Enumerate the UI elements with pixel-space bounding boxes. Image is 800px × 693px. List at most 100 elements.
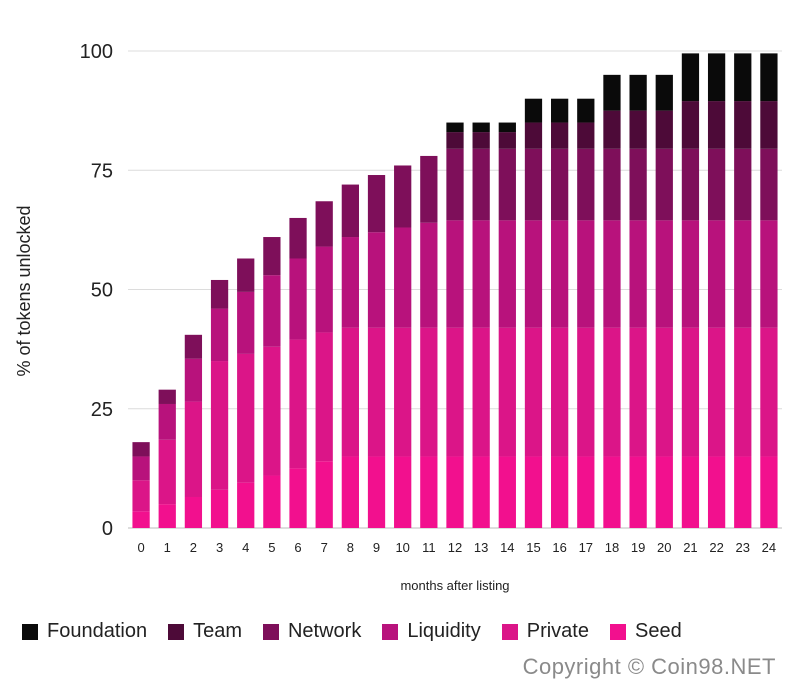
bar-segment-seed — [237, 482, 255, 528]
bar-segment-team — [446, 132, 464, 149]
bar-segment-network — [315, 201, 333, 247]
bar-segment-network — [446, 148, 464, 221]
bar-segment-seed — [446, 456, 464, 528]
x-tick-label: 20 — [657, 540, 671, 555]
bar-segment-private — [184, 401, 203, 497]
bar-segment-foundation — [629, 74, 647, 111]
x-tick-label: 3 — [216, 540, 223, 555]
bar-segment-private — [629, 327, 647, 457]
bar-segment-team — [551, 122, 569, 149]
bar-segment-private — [681, 327, 700, 457]
bar-segment-private — [158, 439, 176, 505]
x-tick-label: 12 — [448, 540, 462, 555]
bar-segment-foundation — [760, 53, 778, 102]
legend: Foundation Team Network Liquidity Private See… — [22, 620, 682, 643]
bar-segment-liquidity — [603, 220, 621, 328]
bar-segment-seed — [524, 456, 543, 528]
bar-segment-network — [655, 148, 673, 221]
bar-segment-private — [446, 327, 464, 457]
bar-segment-private — [420, 327, 438, 457]
bar-segment-liquidity — [655, 220, 673, 328]
x-tick-label: 18 — [605, 540, 619, 555]
bar-segment-private — [210, 361, 229, 490]
bar-segment-network — [603, 148, 621, 221]
bar-segment-private — [498, 327, 516, 457]
bars — [132, 53, 778, 528]
bar-segment-network — [551, 148, 569, 221]
legend-swatch — [609, 623, 626, 640]
bar-segment-seed — [184, 496, 203, 528]
bar-segment-private — [760, 327, 778, 457]
x-tick-label: 6 — [294, 540, 301, 555]
bar-segment-team — [707, 101, 726, 149]
bar-segment-network — [734, 148, 752, 221]
bar-segment-private — [341, 327, 359, 457]
bar-segment-seed — [394, 456, 412, 528]
bar-segment-seed — [498, 456, 516, 528]
bar-segment-private — [707, 327, 726, 457]
y-tick-label: 100 — [80, 41, 113, 63]
bar-segment-network — [184, 334, 203, 359]
bar-segment-network — [394, 165, 412, 228]
bar-segment-foundation — [498, 122, 516, 133]
bar-segment-network — [158, 389, 176, 404]
bar-segment-seed — [158, 504, 176, 528]
bar-segment-liquidity — [184, 358, 203, 402]
bar-segment-seed — [734, 456, 752, 528]
bar-segment-network — [629, 148, 647, 221]
bar-segment-seed — [681, 456, 700, 528]
bar-segment-network — [472, 148, 490, 221]
bar-segment-liquidity — [315, 246, 333, 333]
bar-segment-liquidity — [760, 220, 778, 328]
bar-segment-liquidity — [629, 220, 647, 328]
bar-segment-network — [524, 148, 543, 221]
bar-segment-seed — [551, 456, 569, 528]
bar-segment-private — [394, 327, 412, 457]
bar-segment-liquidity — [341, 237, 359, 328]
bar-segment-team — [734, 101, 752, 149]
legend-swatch — [262, 623, 279, 640]
x-tick-label: 10 — [395, 540, 409, 555]
copyright-watermark: Copyright © Coin98.NET — [522, 654, 776, 679]
bar-segment-liquidity — [707, 220, 726, 328]
bar-segment-seed — [367, 456, 386, 528]
bar-segment-team — [629, 110, 647, 149]
bar-segment-liquidity — [446, 220, 464, 328]
bar-segment-network — [263, 237, 281, 276]
bar-segment-liquidity — [158, 403, 176, 440]
bar-segment-liquidity — [472, 220, 490, 328]
y-tick-label: 25 — [91, 399, 113, 421]
bar-segment-foundation — [603, 74, 621, 111]
legend-label: Liquidity — [407, 620, 481, 642]
bar-segment-liquidity — [289, 258, 307, 340]
bar-segment-liquidity — [210, 308, 229, 362]
bar-segment-seed — [577, 456, 595, 528]
y-tick-label: 50 — [91, 280, 113, 302]
bar-segment-foundation — [551, 98, 569, 123]
bar-segment-network — [498, 148, 516, 221]
bar-segment-liquidity — [734, 220, 752, 328]
x-tick-label: 7 — [321, 540, 328, 555]
x-tick-label: 8 — [347, 540, 354, 555]
bar-segment-private — [237, 353, 255, 483]
x-tick-label: 14 — [500, 540, 514, 555]
bar-segment-network — [132, 442, 150, 457]
bar-segment-foundation — [446, 122, 464, 133]
bar-segment-team — [577, 122, 595, 149]
bar-segment-network — [707, 148, 726, 221]
bar-segment-private — [289, 339, 307, 469]
bar-segment-private — [524, 327, 543, 457]
bar-segment-seed — [289, 468, 307, 528]
y-tick-label: 75 — [91, 160, 113, 182]
x-tick-label: 22 — [709, 540, 723, 555]
x-tick-label: 9 — [373, 540, 380, 555]
bar-segment-seed — [707, 456, 726, 528]
x-tick-labels: 0 1 2 3 4 5 6 7 8 9 10 11 12 13 14 15 16 17 18 19 20 21 22 23 24 — [137, 540, 776, 555]
bar-segment-liquidity — [263, 275, 281, 347]
x-tick-label: 17 — [579, 540, 593, 555]
bar-segment-seed — [263, 475, 281, 528]
bar-segment-network — [760, 148, 778, 221]
bar-segment-foundation — [472, 122, 490, 133]
x-tick-label: 4 — [242, 540, 249, 555]
x-tick-label: 11 — [422, 540, 436, 555]
